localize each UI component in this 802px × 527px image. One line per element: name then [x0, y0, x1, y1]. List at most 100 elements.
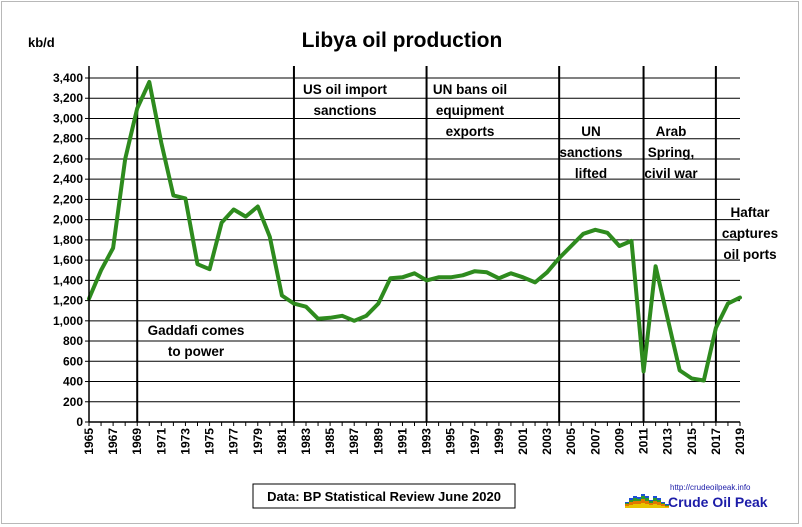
- event-annotation-line: exports: [446, 124, 495, 139]
- logo-band: [665, 506, 669, 507]
- y-tick-label: 200: [63, 395, 83, 409]
- x-tick-label: 1995: [444, 428, 458, 455]
- data-point: [364, 314, 368, 318]
- logo-band: [633, 498, 637, 501]
- event-annotation-line: UN bans oil: [433, 82, 507, 97]
- data-point: [220, 221, 224, 225]
- data-point: [195, 262, 200, 266]
- x-tick-label: 1975: [203, 428, 217, 455]
- data-point: [340, 314, 344, 318]
- y-tick-label: 3,200: [53, 91, 83, 105]
- data-point: [159, 141, 163, 145]
- logo-band: [645, 504, 649, 508]
- event-annotation-line: Gaddafi comes: [148, 323, 245, 338]
- y-tick-label: 1,600: [53, 253, 83, 267]
- data-point: [629, 239, 634, 243]
- brand-logo: http://crudeoilpeak.info Crude Oil Peak: [625, 483, 768, 510]
- data-point: [244, 215, 248, 219]
- data-point: [738, 295, 742, 300]
- data-point: [461, 273, 465, 277]
- data-point: [449, 275, 453, 279]
- logo-band: [637, 499, 641, 501]
- logo-band: [661, 504, 665, 506]
- logo-band: [645, 498, 649, 501]
- y-tick-label: 1,400: [53, 273, 83, 287]
- event-annotation-line: Haftar: [730, 205, 770, 220]
- y-tick-label: 1,000: [53, 314, 83, 328]
- data-point: [376, 302, 380, 306]
- x-tick-label: 2019: [733, 428, 747, 455]
- logo-band: [637, 504, 641, 508]
- logo-band: [629, 505, 633, 508]
- data-point: [521, 275, 525, 279]
- x-axis-ticks: 1965 1967 1969 1971 1973 1975 1977 1979 1981 1983…: [82, 422, 747, 455]
- logo-band: [633, 496, 637, 498]
- data-point: [183, 196, 188, 200]
- data-point: [605, 231, 609, 235]
- data-point: [569, 244, 573, 248]
- data-point: [316, 317, 320, 321]
- data-point: [99, 268, 103, 272]
- logo-band: [633, 501, 637, 504]
- data-point: [412, 271, 417, 275]
- logo-band: [633, 504, 637, 508]
- data-point: [352, 319, 356, 323]
- event-annotation-line: UN: [581, 124, 601, 139]
- y-tick-label: 2,800: [53, 132, 83, 146]
- data-point: [593, 228, 597, 232]
- data-point: [304, 305, 308, 309]
- source-box: Data: BP Statistical Review June 2020: [252, 483, 516, 509]
- logo-band: [665, 504, 669, 505]
- event-annotation-line: Spring,: [648, 145, 695, 160]
- data-point: [207, 267, 212, 271]
- data-point: [702, 378, 706, 383]
- x-tick-label: 1997: [468, 428, 482, 455]
- y-axis-unit: kb/d: [28, 35, 55, 50]
- logo-band: [637, 497, 641, 499]
- data-point: [135, 106, 139, 110]
- data-point: [533, 280, 537, 284]
- x-tick-label: 1965: [82, 428, 96, 455]
- x-tick-label: 1985: [323, 428, 337, 455]
- y-tick-label: 600: [63, 354, 83, 368]
- logo-band: [625, 502, 629, 503]
- data-point: [123, 157, 127, 161]
- logo-band: [653, 504, 657, 508]
- x-tick-label: 1977: [227, 428, 241, 455]
- data-point: [424, 278, 429, 282]
- logo-band: [657, 502, 661, 505]
- y-tick-label: 1,200: [53, 294, 83, 308]
- logo-band: [625, 504, 629, 506]
- y-tick-label: 2,200: [53, 192, 83, 206]
- x-tick-label: 2001: [516, 428, 530, 455]
- x-tick-label: 1969: [130, 428, 144, 455]
- y-tick-label: 1,800: [53, 233, 83, 247]
- x-tick-label: 2011: [637, 428, 651, 454]
- data-point: [545, 270, 549, 274]
- logo-band: [653, 496, 657, 498]
- event-annotation: UN bans oil equipment exports: [433, 82, 507, 139]
- logo-band: [629, 502, 633, 505]
- data-point: [641, 369, 646, 374]
- logo-mark: [625, 494, 669, 508]
- logo-band: [653, 501, 657, 504]
- y-tick-label: 0: [76, 415, 83, 429]
- event-annotation-line: civil war: [644, 166, 698, 181]
- data-point: [678, 368, 682, 372]
- event-annotation: Haftar captures oil ports: [722, 205, 778, 262]
- data-point: [654, 264, 658, 268]
- x-tick-label: 1987: [347, 428, 361, 455]
- logo-band: [653, 498, 657, 501]
- x-tick-label: 1993: [420, 428, 434, 455]
- x-tick-label: 2013: [661, 428, 675, 455]
- brand-name: Crude Oil Peak: [668, 494, 768, 510]
- logo-band: [645, 496, 649, 498]
- event-annotations: Gaddafi comes to power US oil import sancti…: [148, 82, 779, 359]
- event-annotation-line: oil ports: [723, 247, 776, 262]
- logo-band: [661, 503, 665, 504]
- x-tick-label: 1983: [299, 428, 313, 455]
- event-annotation: UN sanctions lifted: [559, 124, 622, 181]
- data-point: [268, 235, 272, 239]
- data-point: [690, 376, 694, 381]
- event-annotation: US oil import sanctions: [303, 82, 388, 118]
